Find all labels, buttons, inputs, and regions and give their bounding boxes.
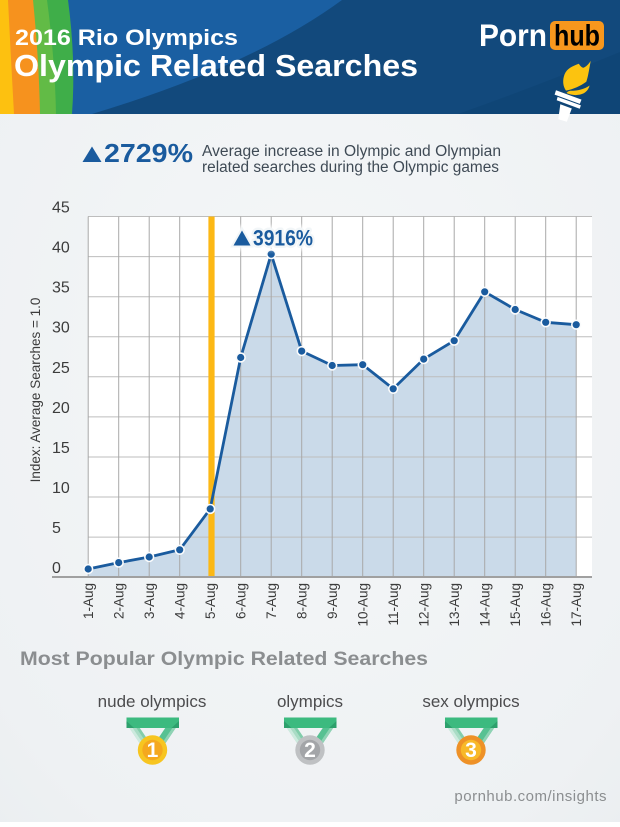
- svg-text:1-Aug: 1-Aug: [81, 583, 96, 619]
- svg-text:hub: hub: [554, 20, 600, 53]
- svg-text:11-Aug: 11-Aug: [386, 583, 401, 626]
- svg-text:Index: Average Searches = 1.0: Index: Average Searches = 1.0: [28, 298, 43, 483]
- svg-text:pornhub.com/insights: pornhub.com/insights: [454, 788, 607, 805]
- svg-text:12-Aug: 12-Aug: [417, 583, 432, 627]
- svg-text:9-Aug: 9-Aug: [325, 583, 340, 619]
- svg-text:sex olympics: sex olympics: [422, 692, 519, 711]
- svg-text:13-Aug: 13-Aug: [447, 583, 462, 627]
- svg-text:5-Aug: 5-Aug: [203, 583, 218, 619]
- svg-text:10-Aug: 10-Aug: [356, 583, 371, 627]
- svg-text:17-Aug: 17-Aug: [569, 583, 584, 627]
- svg-text:2729%: 2729%: [104, 138, 193, 168]
- svg-text:20: 20: [52, 400, 70, 417]
- svg-text:2016 Rio Olympics: 2016 Rio Olympics: [15, 25, 238, 50]
- svg-text:40: 40: [52, 240, 70, 257]
- svg-text:Most Popular Olympic Related S: Most Popular Olympic Related Searches: [20, 648, 428, 670]
- svg-text:14-Aug: 14-Aug: [478, 583, 493, 627]
- svg-text:4-Aug: 4-Aug: [173, 583, 188, 619]
- svg-text:45: 45: [52, 200, 70, 217]
- svg-text:0: 0: [52, 560, 61, 577]
- svg-text:3916%: 3916%: [253, 226, 313, 251]
- svg-text:3-Aug: 3-Aug: [142, 583, 157, 619]
- svg-text:16-Aug: 16-Aug: [539, 583, 554, 627]
- svg-text:Olympic Related Searches: Olympic Related Searches: [14, 48, 418, 83]
- svg-text:5: 5: [52, 520, 61, 537]
- svg-text:30: 30: [52, 320, 70, 337]
- svg-text:15-Aug: 15-Aug: [508, 583, 523, 627]
- svg-text:15: 15: [52, 440, 70, 457]
- svg-text:3: 3: [465, 739, 477, 762]
- svg-text:8-Aug: 8-Aug: [295, 583, 310, 619]
- svg-text:6-Aug: 6-Aug: [234, 583, 249, 619]
- svg-text:2-Aug: 2-Aug: [112, 583, 127, 619]
- svg-text:10: 10: [52, 480, 70, 497]
- svg-text:2: 2: [304, 739, 316, 762]
- svg-text:nude olympics: nude olympics: [98, 692, 207, 711]
- svg-text:related searches during the Ol: related searches during the Olympic game…: [202, 159, 499, 176]
- svg-text:25: 25: [52, 360, 70, 377]
- svg-text:7-Aug: 7-Aug: [264, 583, 279, 619]
- svg-text:Average increase in Olympic an: Average increase in Olympic and Olympian: [202, 143, 501, 160]
- svg-text:Porn: Porn: [479, 17, 547, 53]
- svg-text:olympics: olympics: [277, 692, 343, 711]
- svg-text:1: 1: [147, 739, 159, 762]
- svg-text:35: 35: [52, 280, 70, 297]
